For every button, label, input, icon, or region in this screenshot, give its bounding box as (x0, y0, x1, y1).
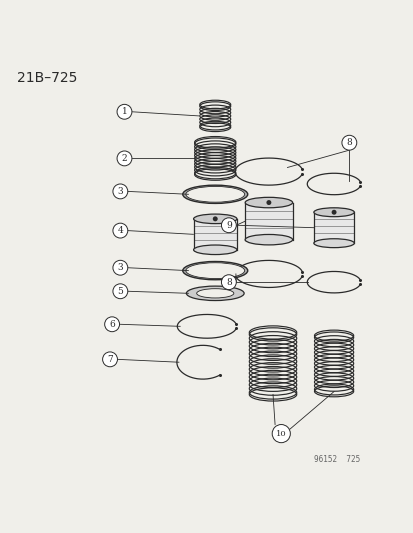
Ellipse shape (196, 289, 233, 298)
Bar (244, 203, 292, 240)
Circle shape (341, 135, 356, 150)
Circle shape (113, 260, 128, 275)
Text: 10: 10 (275, 430, 286, 438)
Circle shape (331, 210, 336, 215)
Circle shape (271, 424, 290, 443)
Text: 8: 8 (346, 138, 351, 147)
Text: 9: 9 (225, 221, 231, 230)
Text: 5: 5 (117, 287, 123, 296)
Circle shape (117, 104, 132, 119)
Text: 3: 3 (117, 263, 123, 272)
Ellipse shape (313, 239, 354, 248)
Text: 7: 7 (107, 355, 113, 364)
Text: 21B–725: 21B–725 (17, 70, 77, 85)
Circle shape (102, 352, 117, 367)
Bar (193, 219, 236, 250)
Text: 8: 8 (225, 278, 231, 287)
Ellipse shape (244, 197, 292, 208)
Bar (313, 212, 354, 243)
Circle shape (221, 274, 236, 289)
Text: 3: 3 (117, 187, 123, 196)
Circle shape (212, 216, 217, 221)
Ellipse shape (185, 263, 244, 279)
Ellipse shape (313, 208, 354, 217)
Ellipse shape (182, 262, 247, 280)
Text: 4: 4 (117, 226, 123, 235)
Text: 96152  725: 96152 725 (313, 455, 360, 464)
Circle shape (113, 284, 128, 298)
Circle shape (104, 317, 119, 332)
Text: 2: 2 (121, 154, 127, 163)
Circle shape (117, 151, 132, 166)
Text: 6: 6 (109, 320, 115, 329)
Ellipse shape (182, 185, 247, 204)
Circle shape (266, 200, 271, 205)
Ellipse shape (185, 187, 244, 202)
Text: 1: 1 (121, 107, 127, 116)
Ellipse shape (244, 235, 292, 245)
Circle shape (221, 218, 236, 233)
Ellipse shape (186, 286, 244, 301)
Ellipse shape (193, 214, 236, 224)
Circle shape (113, 184, 128, 199)
Circle shape (113, 223, 128, 238)
Ellipse shape (193, 245, 236, 255)
